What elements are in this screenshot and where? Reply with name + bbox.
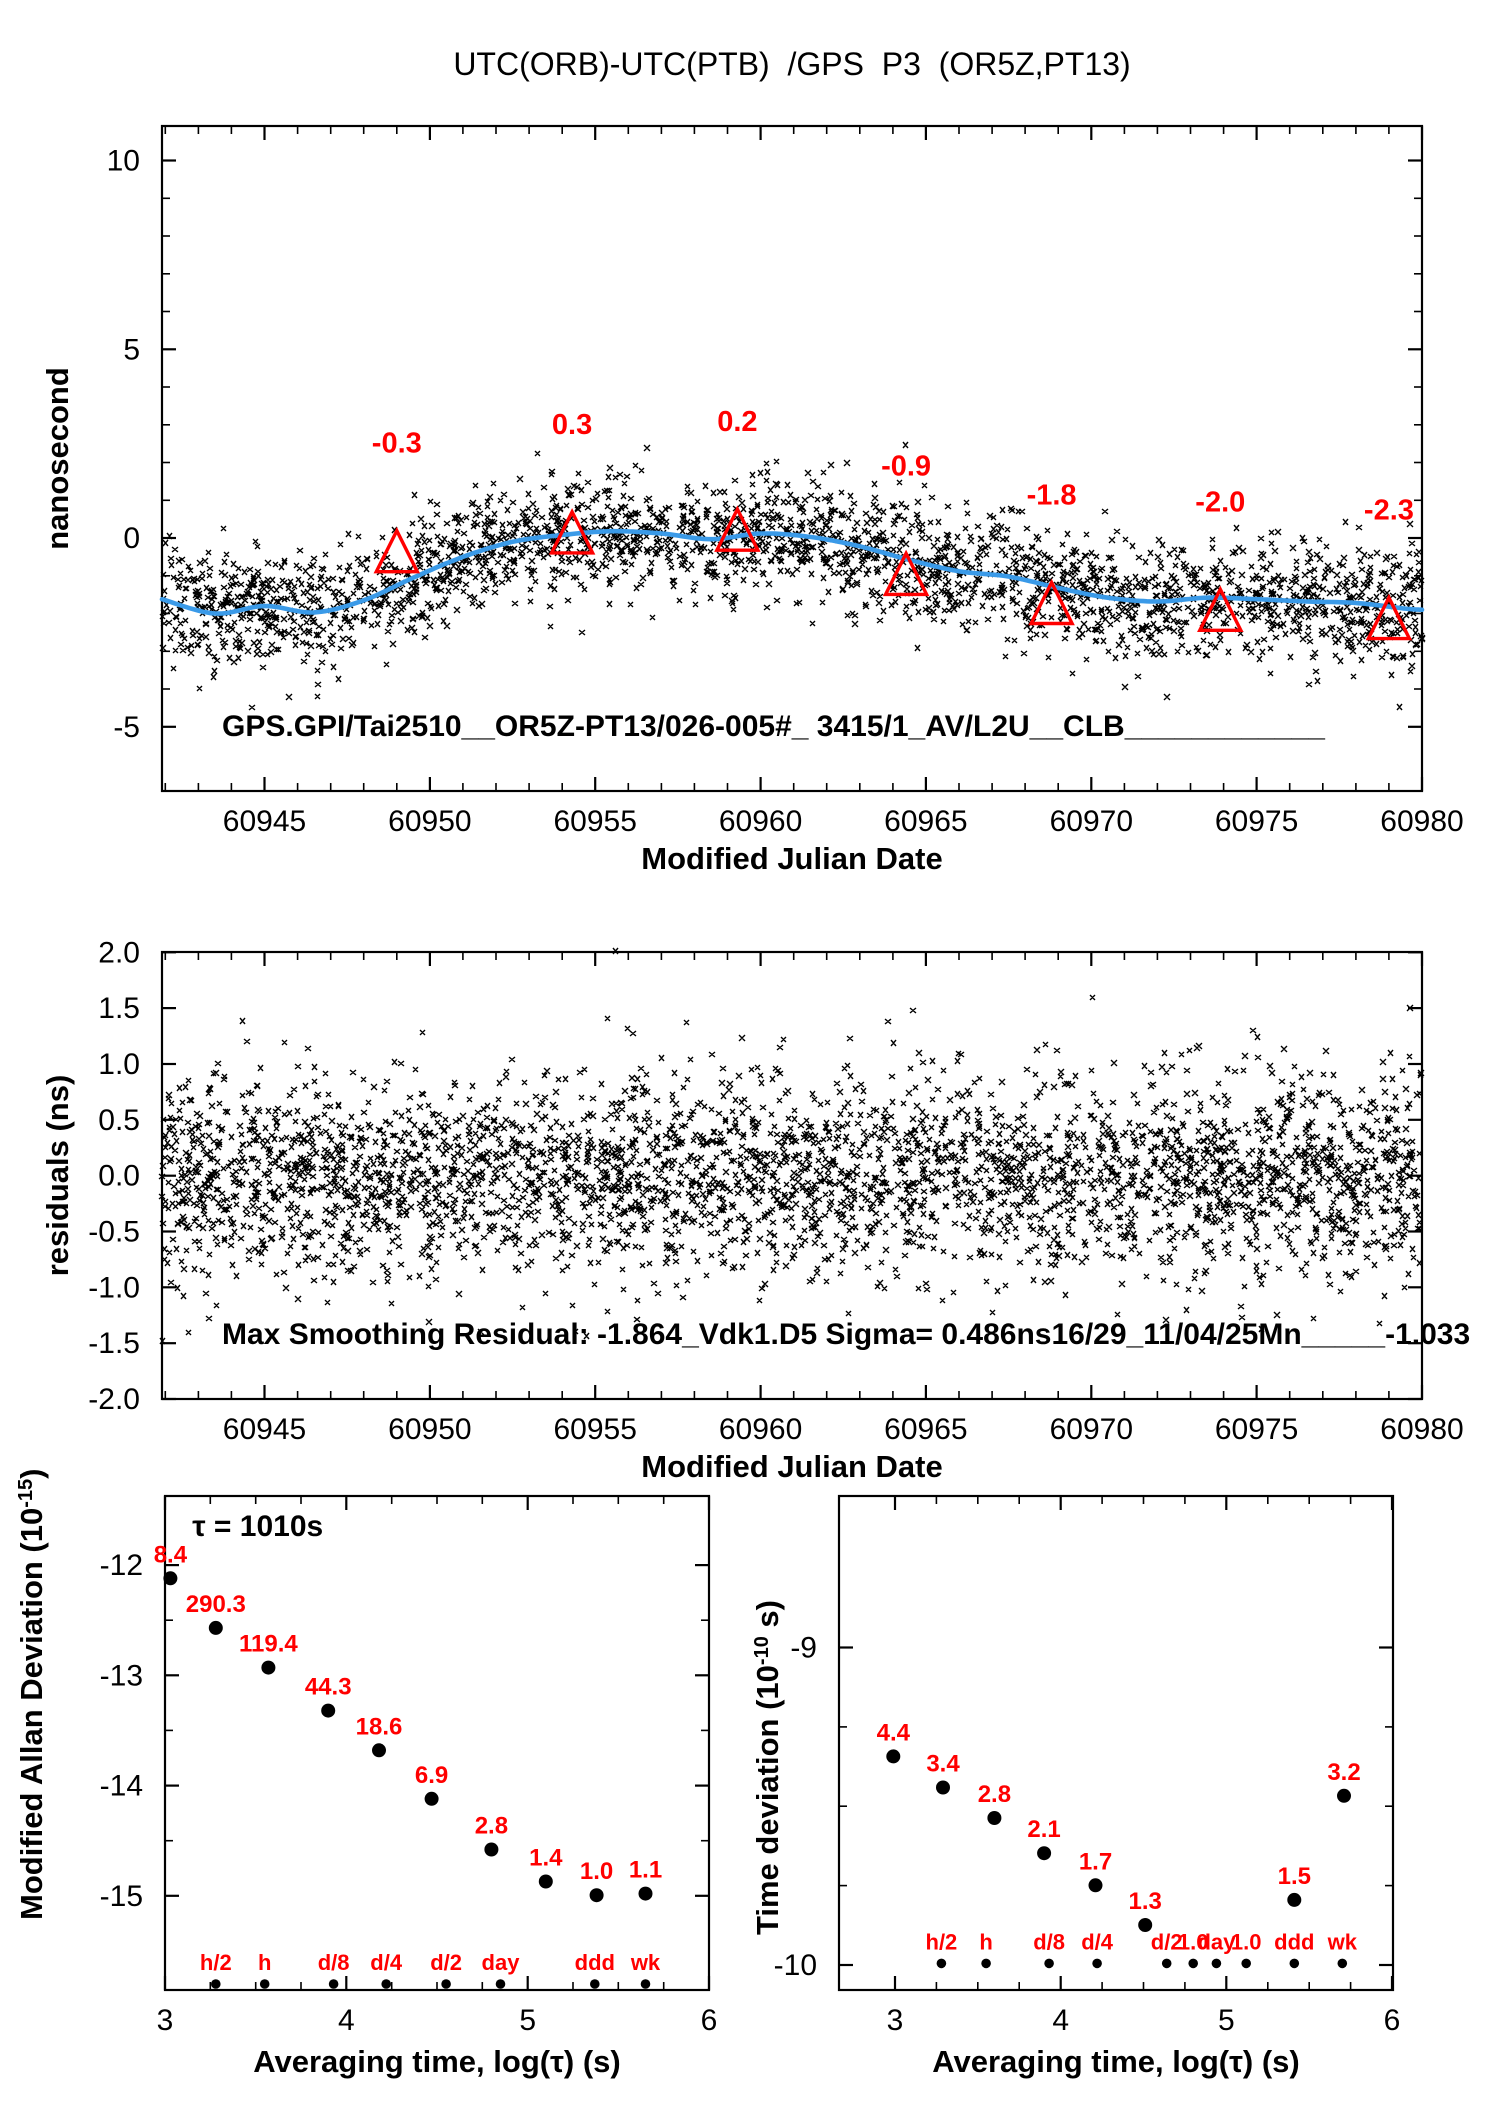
svg-text:nanosecond: nanosecond [40,367,75,550]
svg-text:60960: 60960 [719,1413,802,1446]
svg-text:-13: -13 [100,1659,143,1692]
svg-text:119.4: 119.4 [239,1631,298,1658]
svg-text:4: 4 [338,2004,355,2037]
svg-text:-5: -5 [113,711,140,744]
svg-text:-0.3: -0.3 [372,428,422,460]
svg-text:2.0: 2.0 [98,936,140,969]
svg-text:-2.0: -2.0 [1195,486,1245,518]
svg-text:-2.3: -2.3 [1364,495,1414,527]
svg-text:-9: -9 [790,1632,817,1665]
svg-text:8.4: 8.4 [154,1541,188,1568]
svg-text:1.0: 1.0 [580,1858,613,1885]
svg-text:60955: 60955 [553,1413,636,1446]
svg-text:5: 5 [123,333,140,366]
svg-text:60965: 60965 [884,805,967,838]
svg-text:0.0: 0.0 [98,1160,140,1193]
svg-text:residuals (ns): residuals (ns) [40,1075,75,1277]
svg-text:60945: 60945 [223,1413,306,1446]
svg-text:-12: -12 [100,1549,143,1582]
svg-text:0.2: 0.2 [717,406,757,438]
svg-text:-2.0: -2.0 [88,1383,140,1416]
svg-text:τ = 1010s: τ = 1010s [192,1510,323,1543]
svg-text:5: 5 [519,2004,536,2037]
svg-text:60960: 60960 [719,805,802,838]
svg-text:0.3: 0.3 [552,409,592,441]
svg-text:Max Smoothing Residual: -1.864: Max Smoothing Residual: -1.864_Vdk1.D5 S… [222,1318,1470,1351]
svg-text:60980: 60980 [1380,805,1463,838]
svg-text:h: h [258,1950,271,1975]
svg-text:d/2: d/2 [430,1950,462,1975]
svg-text:6: 6 [1384,2004,1401,2037]
svg-text:60950: 60950 [388,805,471,838]
svg-text:d/4: d/4 [1081,1929,1114,1954]
svg-text:290.3: 290.3 [186,1591,246,1618]
svg-text:-0.9: -0.9 [881,450,931,482]
svg-text:6: 6 [701,2004,718,2037]
svg-text:1.5: 1.5 [98,992,140,1025]
svg-text:60945: 60945 [223,805,306,838]
svg-text:10: 10 [107,145,140,178]
svg-text:Averaging time, log(τ) (s): Averaging time, log(τ) (s) [253,2044,621,2079]
svg-text:day: day [482,1950,521,1975]
svg-text:d/8: d/8 [1033,1929,1065,1954]
svg-text:6.9: 6.9 [415,1762,448,1789]
svg-text:d/4: d/4 [370,1950,403,1975]
svg-text:h: h [979,1929,992,1954]
svg-text:18.6: 18.6 [356,1713,403,1740]
svg-text:5: 5 [1218,2004,1235,2037]
svg-text:1.0: 1.0 [98,1048,140,1081]
svg-text:2.1: 2.1 [1027,1816,1060,1843]
svg-text:-10: -10 [774,1949,817,1982]
svg-text:wk: wk [1327,1929,1358,1954]
svg-text:h/2: h/2 [926,1929,958,1954]
svg-text:60975: 60975 [1215,805,1298,838]
svg-text:-14: -14 [100,1770,143,1803]
svg-text:60970: 60970 [1050,1413,1133,1446]
svg-text:60965: 60965 [884,1413,967,1446]
svg-text:3.4: 3.4 [926,1751,960,1778]
svg-text:3.2: 3.2 [1327,1759,1360,1786]
svg-text:-0.5: -0.5 [88,1216,140,1249]
svg-text:1.4: 1.4 [529,1845,563,1872]
svg-text:ddd: ddd [1274,1929,1314,1954]
svg-text:Modified Allan Deviation (10-1: Modified Allan Deviation (10-15) [14,1469,49,1920]
svg-text:2.8: 2.8 [978,1781,1011,1808]
svg-text:-15: -15 [100,1880,143,1913]
svg-text:4.4: 4.4 [877,1719,911,1746]
svg-text:wk: wk [630,1950,661,1975]
svg-text:Modified Julian Date: Modified Julian Date [641,841,942,876]
svg-text:60950: 60950 [388,1413,471,1446]
svg-text:1.7: 1.7 [1079,1848,1112,1875]
svg-text:60970: 60970 [1050,805,1133,838]
svg-text:3: 3 [887,2004,904,2037]
svg-text:ddd: ddd [575,1950,615,1975]
svg-text:h/2: h/2 [200,1950,232,1975]
svg-text:60980: 60980 [1380,1413,1463,1446]
svg-text:60975: 60975 [1215,1413,1298,1446]
svg-text:1.1: 1.1 [629,1857,662,1884]
svg-text:1.3: 1.3 [1129,1888,1162,1915]
svg-text:Modified Julian Date: Modified Julian Date [641,1449,942,1484]
svg-text:0: 0 [123,522,140,555]
svg-text:Averaging time, log(τ) (s): Averaging time, log(τ) (s) [932,2044,1300,2079]
svg-text:UTC(ORB)-UTC(PTB) /GPS P3 (: UTC(ORB)-UTC(PTB) /GPS P3 (OR5Z,PT13) [453,46,1130,82]
svg-text:0.5: 0.5 [98,1104,140,1137]
svg-text:GPS.GPI/Tai2510__OR5Z-PT13/026: GPS.GPI/Tai2510__OR5Z-PT13/026-005#_ 341… [222,710,1325,743]
svg-text:-1.5: -1.5 [88,1327,140,1360]
svg-text:-1.0: -1.0 [88,1271,140,1304]
svg-text:2.8: 2.8 [475,1813,508,1840]
svg-text:d/8: d/8 [318,1950,350,1975]
svg-text:3: 3 [157,2004,174,2037]
svg-text:1.0: 1.0 [1231,1929,1262,1954]
svg-text:60955: 60955 [553,805,636,838]
svg-text:44.3: 44.3 [305,1674,352,1701]
svg-text:-1.8: -1.8 [1027,480,1077,512]
svg-text:4: 4 [1052,2004,1069,2037]
svg-text:1.5: 1.5 [1278,1863,1311,1890]
